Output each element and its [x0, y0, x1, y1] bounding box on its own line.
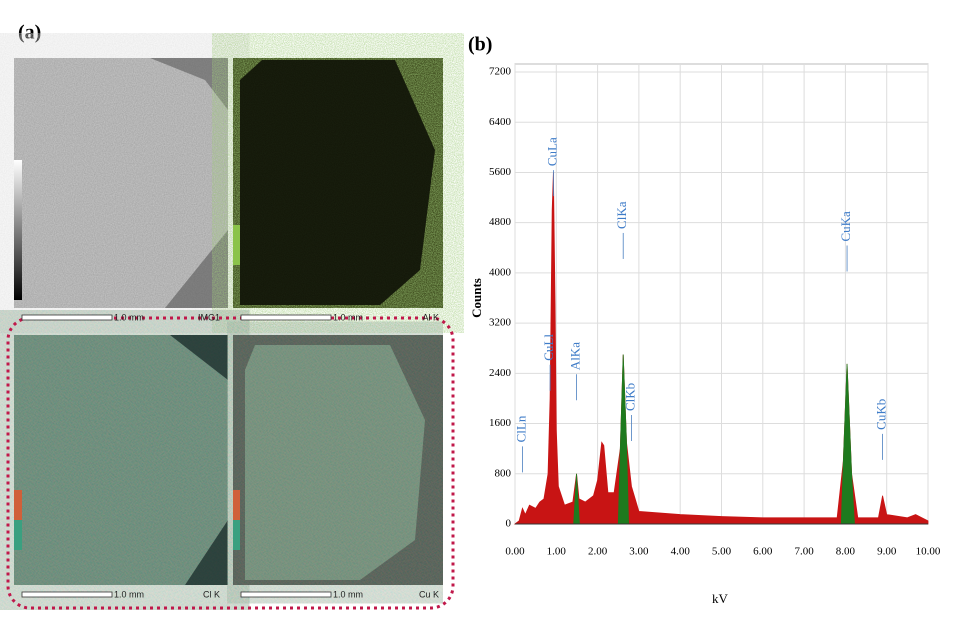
color-scale [233, 490, 240, 520]
x-tick-label: 10.00 [916, 546, 941, 558]
peak-label: CuLa [544, 137, 559, 166]
peak-label: CuLl [541, 334, 556, 361]
spectrum-area [513, 172, 929, 525]
y-tick-label: 4000 [489, 266, 512, 278]
y-tick-label: 2400 [489, 367, 512, 379]
y-tick-label: 800 [495, 467, 512, 479]
map-name: Cu K [419, 589, 439, 599]
map-name: Al K [422, 312, 439, 322]
grain-edge [165, 230, 228, 308]
peak-label: ClLn [513, 415, 528, 442]
color-scale [14, 160, 22, 300]
panel-label: (a) [18, 22, 41, 44]
spectrum-area [840, 363, 855, 525]
map-name: Cl K [203, 589, 220, 599]
y-axis-label: Counts [469, 278, 484, 318]
scale-label: 1.0 mm [333, 312, 363, 322]
y-tick-label: 1600 [489, 417, 512, 429]
peak-label: CuKa [838, 211, 853, 242]
x-tick-label: 2.00 [588, 546, 608, 558]
scale-label: 1.0 mm [333, 589, 363, 599]
x-tick-label: 3.00 [629, 546, 649, 558]
x-tick-label: 5.00 [712, 546, 732, 558]
grain-edge [185, 520, 228, 585]
x-tick-label: 7.00 [794, 546, 814, 558]
peak-label: AlKa [568, 342, 583, 370]
map-texture [14, 335, 228, 585]
scale-label: 1.0 mm [114, 312, 144, 322]
x-tick-label: 6.00 [753, 546, 773, 558]
peak-label: CuKb [874, 399, 889, 430]
color-scale [14, 520, 22, 550]
grain [240, 60, 435, 305]
color-scale [233, 520, 240, 550]
y-tick-label: 3200 [489, 317, 512, 329]
y-tick-label: 7200 [489, 66, 512, 78]
color-scale [14, 490, 22, 520]
x-tick-label: 4.00 [671, 546, 691, 558]
grain-edge [150, 58, 228, 110]
peak-label: ClKb [622, 383, 637, 411]
y-tick-label: 5600 [489, 166, 512, 178]
x-tick-label: 9.00 [877, 546, 897, 558]
x-tick-label: 8.00 [836, 546, 856, 558]
spectrum-area [617, 354, 629, 525]
map-texture [14, 58, 228, 308]
scale-bar [240, 314, 332, 321]
peak-label: ClKa [614, 201, 629, 229]
x-tick-label: 1.00 [547, 546, 567, 558]
y-tick-label: 6400 [489, 116, 512, 128]
scale-bar [240, 591, 332, 598]
scale-bar [21, 314, 113, 321]
color-scale [233, 225, 240, 265]
scale-label: 1.0 mm [114, 589, 144, 599]
y-tick-label: 0 [506, 518, 512, 530]
panel-label: (b) [468, 34, 492, 56]
scale-bar [21, 591, 113, 598]
x-axis-label: kV [712, 591, 729, 606]
map-name: IMG1 [198, 312, 220, 322]
grain-edge [170, 335, 228, 380]
x-tick-label: 0.00 [505, 546, 525, 558]
highlight-box [6, 316, 455, 610]
grain-texture [245, 345, 425, 580]
y-tick-label: 4800 [489, 216, 512, 228]
